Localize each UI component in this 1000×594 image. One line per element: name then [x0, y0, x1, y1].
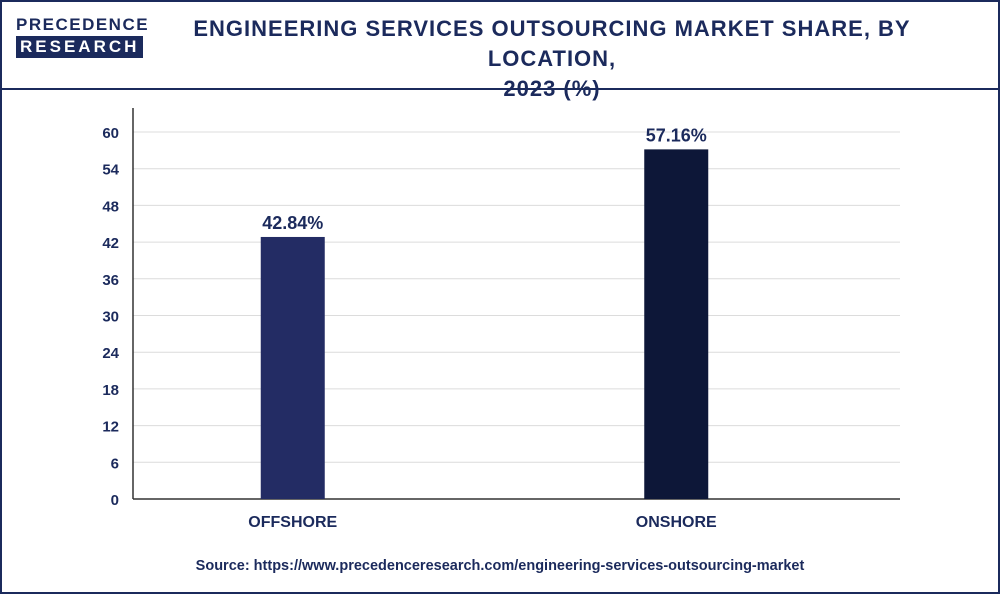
logo-line-1: PRECEDENCE [16, 15, 150, 34]
y-tick-label: 48 [102, 198, 119, 215]
header: PRECEDENCE RESEARCH ENGINEERING SERVICES… [2, 2, 998, 101]
logo-line-2: RESEARCH [16, 36, 144, 58]
x-tick-label: OFFSHORE [248, 514, 337, 531]
source-note: Source: https://www.precedenceresearch.c… [195, 558, 805, 574]
data-label: 57.16% [646, 125, 707, 145]
y-tick-label: 30 [102, 309, 119, 326]
y-tick-label: 18 [102, 382, 119, 399]
chart-title-line-2: 2023 (%) [503, 76, 601, 101]
data-label: 42.84% [262, 213, 323, 233]
y-tick-label: 24 [102, 345, 119, 362]
bar-onshore [644, 149, 709, 499]
chart-title: ENGINEERING SERVICES OUTSOURCING MARKET … [172, 14, 932, 104]
y-tick-label: 0 [111, 492, 119, 509]
brand-logo: PRECEDENCE RESEARCH [16, 14, 150, 58]
y-tick-label: 42 [102, 235, 119, 252]
y-tick-label: 12 [102, 419, 119, 436]
y-tick-label: 6 [111, 455, 119, 472]
y-tick-label: 60 [102, 125, 119, 142]
x-tick-label: ONSHORE [636, 514, 717, 531]
y-tick-label: 36 [102, 272, 119, 289]
bar-offshore [260, 236, 325, 499]
y-tick-label: 54 [102, 162, 119, 179]
chart-title-line-1: ENGINEERING SERVICES OUTSOURCING MARKET … [193, 16, 911, 71]
